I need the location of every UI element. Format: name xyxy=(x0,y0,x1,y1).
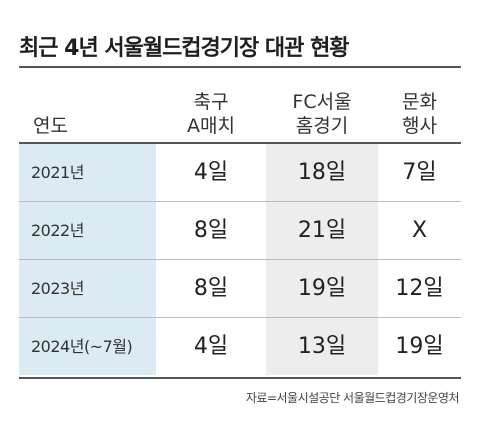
cell-fc-seoul-home: 19일 xyxy=(297,276,347,301)
cell-year: 2024년(~7월) xyxy=(31,337,133,356)
cell-fc-seoul-home: 18일 xyxy=(297,160,347,185)
cell-a-match: 8일 xyxy=(193,276,229,301)
cell-a-match: 8일 xyxy=(193,218,229,243)
cell-fc-seoul-home: 21일 xyxy=(297,218,347,243)
table-row: 2024년(~7월) 4일 13일 19일 xyxy=(19,318,461,379)
header-a-match: 축구 A매치 xyxy=(187,91,235,137)
cell-culture-event: X xyxy=(411,218,428,243)
source-note: 자료=서울시설공단 서울월드컵경기장운영처 xyxy=(245,391,460,405)
header-row: 연도 축구 A매치 FC서울 홈경기 문화 행사 xyxy=(19,75,461,142)
table-body: 2021년 4일 18일 7일 2022년 8일 21일 X 2023년 8일 … xyxy=(19,144,461,379)
cell-year: 2023년 xyxy=(31,279,84,298)
table-title: 최근 4년 서울월드컵경기장 대관 현황 xyxy=(19,36,350,61)
table-row: 2021년 4일 18일 7일 xyxy=(19,144,461,202)
cell-a-match: 4일 xyxy=(193,160,229,185)
cell-fc-seoul-home: 13일 xyxy=(297,334,347,359)
table-row: 2022년 8일 21일 X xyxy=(19,202,461,260)
header-fc-seoul-home: FC서울 홈경기 xyxy=(292,91,352,137)
cell-a-match: 4일 xyxy=(193,334,229,359)
table-header: 연도 축구 A매치 FC서울 홈경기 문화 행사 xyxy=(19,75,461,142)
cell-culture-event: 7일 xyxy=(402,160,437,185)
header-year: 연도 xyxy=(33,115,68,137)
header-rule xyxy=(19,142,461,144)
top-rule xyxy=(19,66,461,68)
cell-year: 2022년 xyxy=(31,221,84,240)
cell-year: 2021년 xyxy=(31,163,84,182)
table-row: 2023년 8일 19일 12일 xyxy=(19,260,461,318)
header-culture-event: 문화 행사 xyxy=(402,91,437,137)
cell-culture-event: 19일 xyxy=(395,334,444,359)
cell-culture-event: 12일 xyxy=(395,276,444,301)
